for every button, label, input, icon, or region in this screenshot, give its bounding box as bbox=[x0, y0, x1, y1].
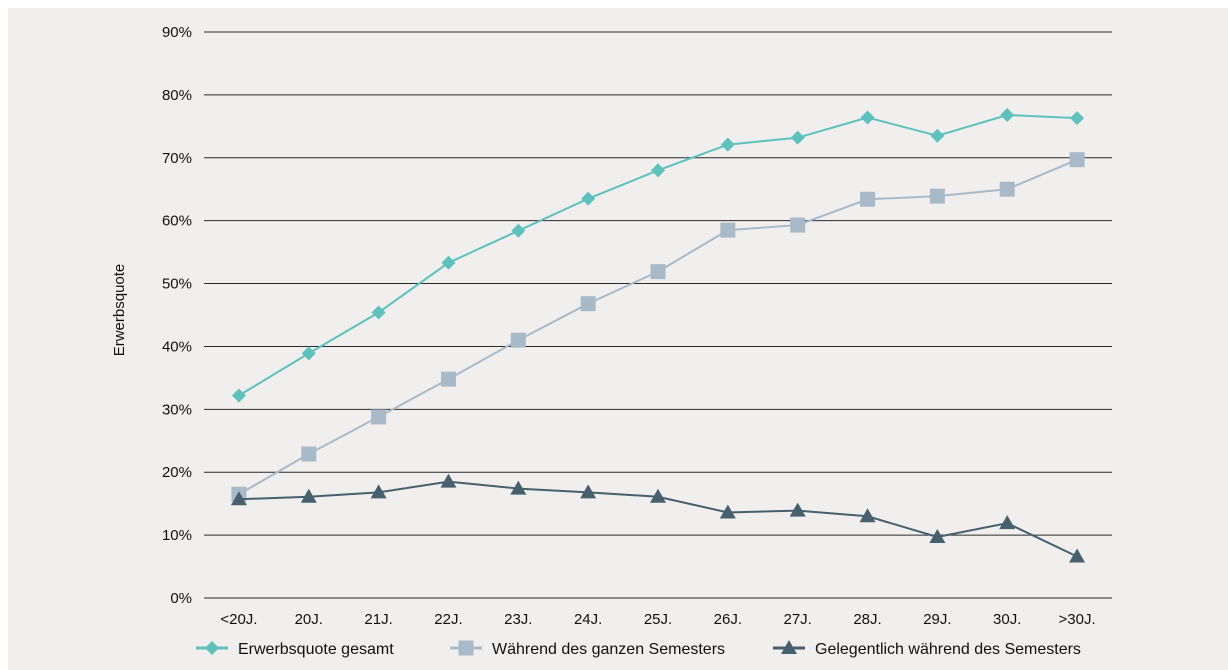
y-tick-label: 70% bbox=[162, 150, 192, 167]
data-point bbox=[860, 191, 876, 207]
data-point bbox=[789, 502, 806, 517]
data-point bbox=[441, 255, 456, 270]
data-point bbox=[301, 446, 317, 462]
x-tick-label: 21J. bbox=[364, 611, 392, 628]
data-point bbox=[999, 181, 1015, 197]
data-point bbox=[860, 110, 875, 125]
y-axis-title: Erwerbsquote bbox=[111, 264, 128, 357]
x-tick-label: <20J. bbox=[220, 611, 257, 628]
data-point bbox=[790, 217, 806, 233]
series-line bbox=[238, 158, 1078, 496]
line-chart: 0% 10% 20% 30% 40% 50% 60% 70% 80% 90% <20J. 20J. 2… bbox=[111, 24, 1112, 658]
data-point bbox=[510, 480, 527, 495]
data-point bbox=[719, 504, 736, 519]
y-tick-label: 80% bbox=[162, 87, 192, 104]
x-tick-label: 22J. bbox=[434, 611, 462, 628]
x-tick-label: 24J. bbox=[574, 611, 602, 628]
data-point bbox=[790, 130, 805, 145]
data-point bbox=[301, 346, 316, 361]
series-2 bbox=[231, 152, 1085, 502]
data-point bbox=[1069, 152, 1085, 168]
data-point bbox=[440, 371, 456, 387]
data-point bbox=[511, 223, 526, 238]
x-tick-label: 25J. bbox=[644, 611, 672, 628]
data-point bbox=[929, 188, 945, 204]
data-point bbox=[651, 163, 665, 178]
data-point bbox=[1070, 111, 1085, 126]
legend-item: Erwerbsquote gesamt bbox=[196, 641, 394, 658]
data-point bbox=[581, 191, 596, 206]
data-point bbox=[929, 528, 946, 543]
x-tick-labels: <20J. 20J. 21J. 22J. 23J. 24J. 25J. 26J. 27J. 28J… bbox=[220, 611, 1095, 628]
series-lines bbox=[230, 108, 1086, 563]
data-point bbox=[720, 137, 735, 152]
x-tick-label: 28J. bbox=[853, 611, 881, 628]
y-tick-label: 20% bbox=[162, 464, 192, 481]
y-tick-label: 60% bbox=[162, 213, 192, 230]
y-tick-labels: 0% 10% 20% 30% 40% 50% 60% 70% 80% 90% bbox=[162, 24, 192, 607]
data-point bbox=[859, 508, 876, 523]
data-point bbox=[440, 473, 457, 488]
legend-label: Gelegentlich während des Semesters bbox=[815, 641, 1081, 658]
legend-item: Gelegentlich während des Semesters bbox=[773, 640, 1081, 658]
x-tick-label: 20J. bbox=[295, 611, 323, 628]
data-point bbox=[371, 305, 386, 320]
data-point bbox=[720, 222, 736, 238]
series-line bbox=[238, 114, 1078, 397]
chart-panel: 0% 10% 20% 30% 40% 50% 60% 70% 80% 90% <20J. 20J. 2… bbox=[8, 8, 1228, 670]
data-point bbox=[650, 264, 666, 280]
x-tick-label: 26J. bbox=[714, 611, 742, 628]
data-point bbox=[930, 128, 945, 143]
data-point bbox=[580, 296, 596, 312]
data-point bbox=[370, 484, 387, 499]
y-tick-label: 40% bbox=[162, 338, 192, 355]
legend-marker bbox=[458, 640, 474, 656]
x-tick-label: 27J. bbox=[784, 611, 812, 628]
y-tick-label: 50% bbox=[162, 276, 192, 293]
data-point bbox=[1000, 108, 1015, 123]
y-tick-label: 30% bbox=[162, 401, 192, 418]
x-tick-label: >30J. bbox=[1059, 611, 1096, 628]
x-tick-label: 30J. bbox=[993, 611, 1021, 628]
y-tick-label: 90% bbox=[162, 24, 192, 41]
x-tick-label: 29J. bbox=[923, 611, 951, 628]
gridlines bbox=[204, 31, 1112, 599]
data-point bbox=[371, 409, 387, 425]
legend-marker bbox=[781, 640, 797, 654]
data-point bbox=[650, 488, 666, 503]
series-1 bbox=[231, 108, 1085, 403]
legend-label: Erwerbsquote gesamt bbox=[238, 641, 394, 658]
data-point bbox=[231, 388, 246, 403]
legend-marker bbox=[205, 641, 219, 655]
y-tick-label: 10% bbox=[162, 527, 192, 544]
legend-item: Während des ganzen Semesters bbox=[450, 640, 725, 658]
legend: Erwerbsquote gesamt Während des ganzen Se… bbox=[196, 640, 1081, 658]
data-point bbox=[1069, 548, 1086, 563]
data-point bbox=[230, 491, 247, 506]
data-point bbox=[999, 515, 1016, 530]
x-tick-label: 23J. bbox=[504, 611, 532, 628]
data-point bbox=[580, 484, 597, 499]
data-point bbox=[510, 332, 526, 348]
legend-label: Während des ganzen Semesters bbox=[492, 641, 725, 658]
data-point bbox=[300, 488, 317, 503]
series-3 bbox=[230, 473, 1086, 563]
y-tick-label: 0% bbox=[170, 590, 192, 607]
